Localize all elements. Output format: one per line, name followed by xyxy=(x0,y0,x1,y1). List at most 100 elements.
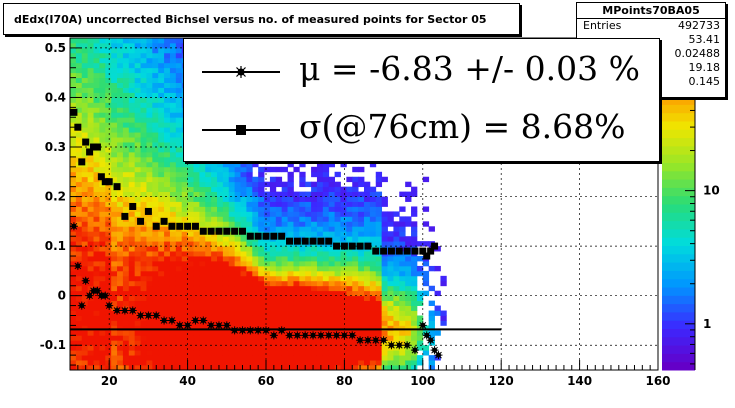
heatmap-cell xyxy=(381,335,388,341)
heatmap-cell xyxy=(99,132,106,138)
heatmap-cell xyxy=(152,72,159,79)
heatmap-cell xyxy=(158,345,165,351)
heatmap-cell xyxy=(122,72,130,79)
heatmap-cell xyxy=(105,241,112,247)
heatmap-cell xyxy=(281,325,288,331)
heatmap-cell xyxy=(93,300,100,306)
heatmap-cell xyxy=(111,161,118,168)
heatmap-cell xyxy=(246,295,253,302)
colorbar-cell xyxy=(662,170,695,180)
heatmap-cell xyxy=(217,256,224,262)
heatmap-cell xyxy=(287,191,294,197)
heatmap-cell xyxy=(117,166,124,173)
heatmap-cell xyxy=(93,62,100,69)
heatmap-cell xyxy=(299,315,306,321)
heatmap-cell xyxy=(369,231,377,237)
heatmap-cell xyxy=(158,52,165,59)
heatmap-cell xyxy=(175,171,183,178)
heatmap-cell xyxy=(187,350,194,356)
heatmap-cell xyxy=(299,280,306,287)
heatmap-cell xyxy=(128,340,136,346)
heatmap-cell xyxy=(340,285,347,292)
heatmap-cell xyxy=(99,345,106,351)
heatmap-cell xyxy=(169,112,177,118)
heatmap-cell xyxy=(340,305,347,311)
stats-row: Entries 492733 xyxy=(583,19,720,32)
heatmap-cell xyxy=(352,340,359,346)
heatmap-cell xyxy=(122,52,130,59)
heatmap-cell xyxy=(181,211,188,217)
heatmap-cell xyxy=(205,335,212,341)
heatmap-cell xyxy=(81,360,89,366)
heatmap-cell xyxy=(375,290,383,297)
heatmap-cell xyxy=(217,325,224,331)
sigma-point xyxy=(70,108,78,116)
heatmap-cell xyxy=(199,196,206,202)
heatmap-cell xyxy=(269,360,277,366)
heatmap-cell xyxy=(193,335,200,341)
heatmap-cell xyxy=(293,340,300,346)
heatmap-cell xyxy=(105,112,112,118)
sigma-point xyxy=(238,227,246,235)
colorbar-cell xyxy=(662,311,695,321)
heatmap-cell xyxy=(411,305,418,311)
heatmap-cell xyxy=(269,166,277,173)
heatmap-cell xyxy=(405,345,412,351)
heatmap-cell xyxy=(322,295,330,302)
heatmap-cell xyxy=(87,355,94,361)
heatmap-cell xyxy=(134,156,141,163)
heatmap-cell xyxy=(364,231,371,237)
heatmap-cell xyxy=(387,265,394,272)
heatmap-cell xyxy=(117,191,124,197)
heatmap-cell xyxy=(134,42,141,49)
heatmap-cell xyxy=(234,350,241,356)
heatmap-cell xyxy=(316,256,324,262)
heatmap-cell xyxy=(128,345,136,351)
heatmap-cell xyxy=(293,350,300,356)
heatmap-cell xyxy=(152,52,159,59)
heatmap-cell xyxy=(240,196,247,202)
heatmap-cell xyxy=(117,231,124,237)
heatmap-cell xyxy=(146,365,153,371)
heatmap-cell xyxy=(169,270,177,277)
heatmap-cell xyxy=(358,236,365,242)
heatmap-cell xyxy=(334,201,341,207)
heatmap-cell xyxy=(258,350,265,356)
heatmap-cell xyxy=(228,256,236,262)
heatmap-cell xyxy=(258,176,265,183)
heatmap-cell xyxy=(134,112,141,118)
sigma-point xyxy=(93,143,101,151)
heatmap-cell xyxy=(222,181,230,188)
heatmap-cell xyxy=(105,186,112,193)
heatmap-cell xyxy=(258,365,265,371)
heatmap-cell xyxy=(252,340,259,346)
heatmap-cell xyxy=(305,221,312,227)
heatmap-cell xyxy=(169,191,177,197)
heatmap-cell xyxy=(411,221,418,227)
heatmap-cell xyxy=(205,221,212,227)
mean-point xyxy=(309,331,318,340)
heatmap-cell xyxy=(322,191,330,197)
heatmap-cell xyxy=(246,241,253,247)
heatmap-cell xyxy=(440,280,447,287)
heatmap-cell xyxy=(228,196,236,202)
heatmap-cell xyxy=(128,335,136,341)
heatmap-cell xyxy=(111,62,118,69)
heatmap-cell xyxy=(328,280,335,287)
mean-point xyxy=(160,316,169,325)
heatmap-cell xyxy=(322,260,330,267)
mean-point xyxy=(105,301,114,310)
heatmap-cell xyxy=(152,320,159,326)
heatmap-cell xyxy=(140,52,147,59)
heatmap-cell xyxy=(369,161,377,168)
heatmap-cell xyxy=(252,355,259,361)
heatmap-cell xyxy=(211,340,218,346)
heatmap-cell xyxy=(234,196,241,202)
heatmap-cell xyxy=(111,285,118,292)
heatmap-cell xyxy=(240,241,247,247)
heatmap-cell xyxy=(164,256,171,262)
heatmap-cell xyxy=(287,360,294,366)
heatmap-cell xyxy=(252,335,259,341)
heatmap-cell xyxy=(422,275,430,282)
heatmap-cell xyxy=(87,251,94,257)
